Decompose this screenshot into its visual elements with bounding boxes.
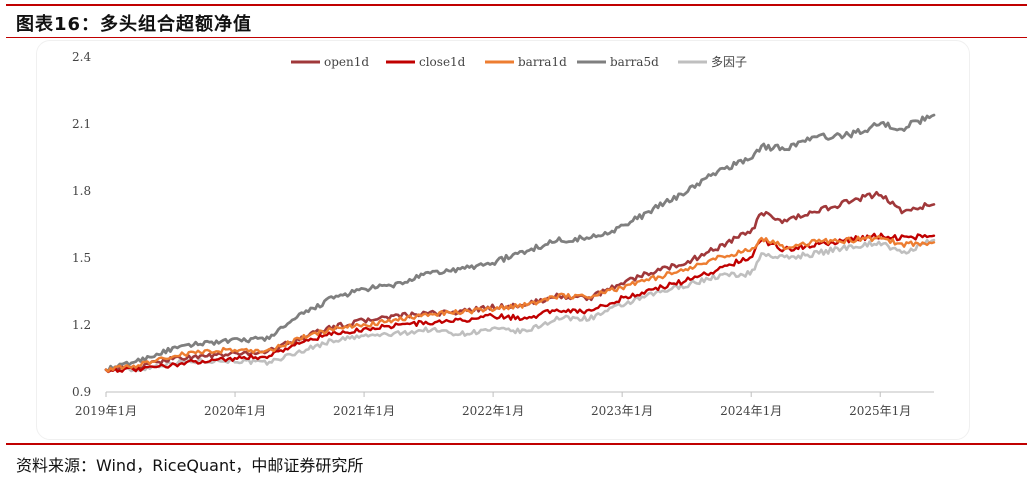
x-tick-label: 2019年1月 [75, 404, 137, 418]
legend-label-barra1d: barra1d [518, 55, 567, 69]
x-tick-label: 2022年1月 [462, 404, 524, 418]
legend-label-barra5d: barra5d [610, 55, 659, 69]
series-line-barra1d [104, 234, 936, 373]
legend-label-close1d: close1d [419, 55, 466, 69]
y-tick-label: 0.9 [72, 385, 91, 399]
y-tick-label: 2.4 [72, 50, 91, 64]
bottom-rule [6, 443, 1027, 445]
x-tick-label: 2025年1月 [849, 404, 911, 418]
x-tick-label: 2021年1月 [333, 404, 395, 418]
x-tick-label: 2023年1月 [591, 404, 653, 418]
y-tick-label: 1.8 [72, 184, 91, 198]
series-line-multi [104, 238, 936, 374]
source-note: 资料来源：Wind，RiceQuant，中邮证券研究所 [16, 456, 364, 475]
series-line-barra5d [104, 113, 936, 373]
series-line-open1d [104, 190, 936, 374]
x-tick-label: 2020年1月 [204, 404, 266, 418]
y-tick-label: 1.5 [72, 251, 91, 265]
chart-title: 图表16：多头组合超额净值 [16, 14, 253, 35]
x-tick-label: 2024年1月 [720, 404, 782, 418]
series-line-close1d [104, 232, 936, 374]
y-tick-label: 2.1 [72, 117, 91, 131]
top-rule [6, 4, 1027, 6]
y-tick-label: 1.2 [72, 318, 91, 332]
legend-label-open1d: open1d [324, 55, 369, 69]
legend-label-multi: 多因子 [711, 55, 747, 69]
title-rule [6, 37, 1027, 38]
chart-frame [36, 40, 970, 440]
